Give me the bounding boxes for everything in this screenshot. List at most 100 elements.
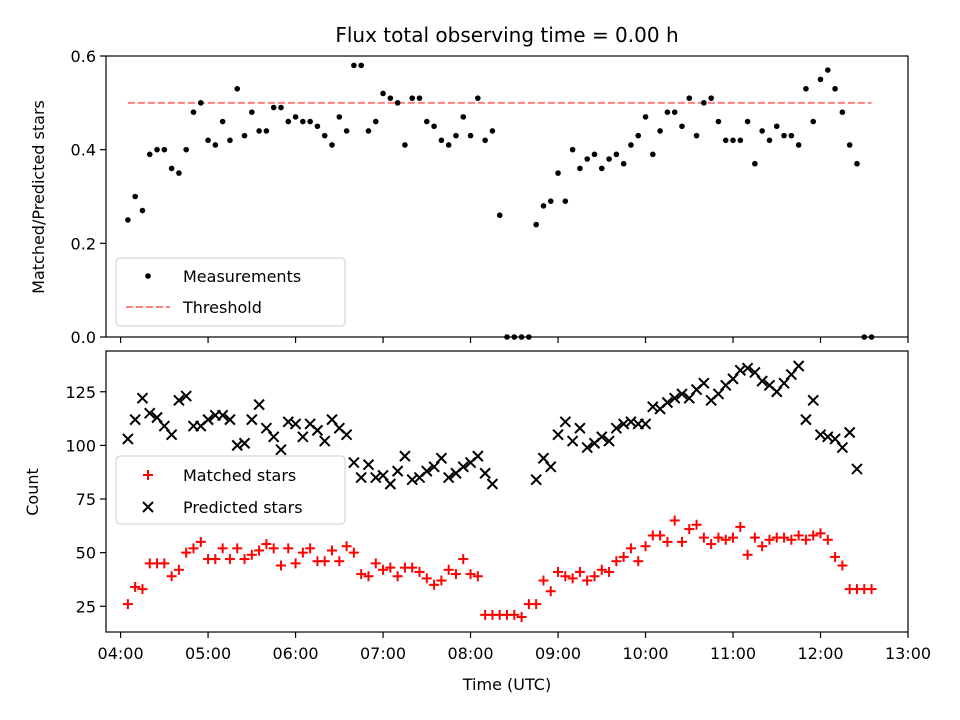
matched-stars-point — [866, 584, 877, 595]
measurement-point — [781, 132, 787, 139]
matched-stars-point — [334, 556, 345, 567]
measurement-point — [832, 85, 838, 92]
predicted-stars-point — [129, 413, 141, 426]
predicted-stars-point — [668, 392, 681, 404]
matched-stars-point — [574, 566, 585, 577]
predicted-stars-point — [216, 409, 229, 422]
x-tick-label: 05:00 — [185, 644, 231, 663]
matched-stars-point — [611, 556, 622, 567]
predicted-stars-point — [399, 450, 411, 462]
bottom-y-tick-label: 75 — [76, 490, 96, 509]
measurement-point — [205, 137, 211, 144]
predicted-stars-point — [851, 463, 863, 475]
x-tick-label: 13:00 — [885, 644, 931, 663]
legend-label-predicted-stars: Predicted stars — [183, 498, 303, 517]
predicted-stars-point — [822, 431, 834, 443]
measurement-point — [584, 156, 590, 162]
measurement-point — [190, 109, 197, 115]
matched-stars-point — [341, 541, 352, 552]
x-tick-label: 06:00 — [273, 644, 319, 663]
matched-stars-point — [246, 549, 257, 560]
measurement-point — [773, 123, 780, 130]
measurement-point — [307, 118, 313, 125]
predicted-stars-point — [676, 388, 688, 400]
measurement-point — [351, 62, 357, 69]
matched-stars-point — [465, 569, 476, 580]
matched-stars-point — [742, 549, 753, 560]
predicted-stars-point — [348, 456, 360, 469]
measurement-point — [241, 132, 248, 139]
measurement-point — [256, 128, 262, 134]
x-axis-label: Time (UTC) — [462, 675, 551, 694]
measurement-point — [722, 137, 729, 144]
matched-stars-point — [538, 575, 549, 586]
x-tick-label: 10:00 — [622, 644, 668, 663]
predicted-stars-point — [238, 437, 251, 449]
matched-stars-point — [596, 564, 607, 575]
top-axes-frame — [105, 55, 909, 338]
measurement-point — [227, 137, 233, 144]
measurement-point — [300, 118, 306, 125]
matched-stars-point — [268, 543, 279, 554]
measurement-point — [846, 142, 853, 148]
predicted-stars-point — [391, 465, 404, 477]
x-tick-label: 04:00 — [98, 644, 144, 663]
measurement-point — [197, 100, 204, 106]
predicted-stars-point — [442, 471, 455, 484]
measurement-point — [540, 203, 547, 209]
measurement-point — [679, 123, 685, 130]
matched-stars-point — [509, 609, 520, 620]
matched-stars-point — [757, 541, 768, 552]
matched-stars-point — [232, 543, 243, 554]
top-legend: Measurements Threshold — [115, 257, 346, 327]
top-x-ticks — [119, 337, 909, 343]
predicted-stars-point — [122, 433, 134, 445]
measurement-point — [161, 146, 168, 153]
matched-stars-point — [275, 560, 286, 571]
matched-stars-point — [297, 547, 308, 558]
matched-stars-point — [567, 573, 578, 584]
predicted-stars-point — [457, 461, 469, 473]
matched-stars-point — [429, 579, 440, 590]
matched-stars-point — [560, 571, 571, 582]
predicted-stars-point — [647, 401, 659, 413]
predicted-stars-point — [807, 394, 819, 407]
bottom-axes-frame — [105, 350, 909, 633]
predicted-stars-point — [472, 450, 484, 462]
predicted-stars-point — [617, 418, 630, 430]
matched-stars-point — [122, 599, 133, 610]
matched-stars-point — [392, 571, 403, 582]
predicted-stars-point — [421, 465, 433, 477]
predicted-stars-point — [800, 413, 812, 426]
matched-stars-point — [735, 521, 746, 532]
bottom-y-tick-label: 50 — [76, 544, 96, 563]
predicted-stars-point — [836, 441, 849, 454]
predicted-stars-point — [552, 428, 564, 441]
measurement-point — [467, 132, 474, 139]
predicted-stars-point — [311, 424, 324, 437]
predicted-stars-point — [610, 422, 623, 434]
matched-stars-point — [195, 536, 206, 547]
matched-stars-point — [786, 534, 797, 545]
matched-stars-point — [800, 534, 811, 545]
measurement-point — [810, 118, 817, 125]
predicted-stars-point — [165, 428, 178, 441]
bottom-y-tick-label: 100 — [65, 436, 96, 455]
measurement-point — [788, 132, 795, 139]
predicted-stars-point — [479, 467, 491, 479]
measurement-point — [387, 95, 394, 101]
matched-stars-point — [188, 543, 199, 554]
matched-stars-point — [830, 551, 841, 562]
measurement-point — [380, 90, 386, 97]
predicted-stars-point — [843, 426, 856, 439]
measurement-point — [496, 212, 503, 219]
measurement-point — [598, 165, 605, 172]
measurement-point — [686, 95, 693, 101]
measurement-point — [132, 193, 138, 200]
measurement-point — [358, 62, 364, 69]
matched-stars-point — [676, 536, 687, 547]
predicted-stars-point — [173, 394, 185, 407]
matched-stars-point — [698, 532, 709, 543]
matched-stars-point — [691, 519, 702, 530]
top-y-ticks: 0.0 0.2 0.4 0.6 — [71, 47, 106, 347]
